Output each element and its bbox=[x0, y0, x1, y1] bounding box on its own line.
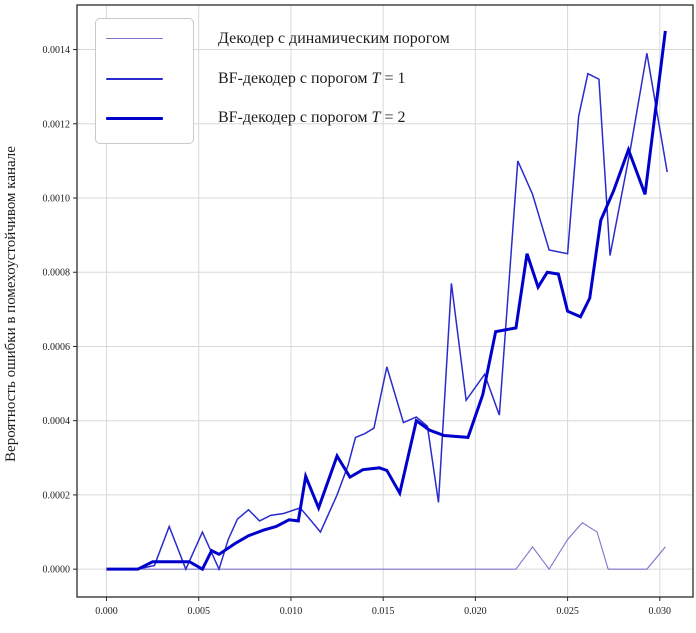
legend-label-bf-t1: BF-декодер с порогом T = 1 bbox=[218, 70, 406, 87]
y-tick-label: 0.0012 bbox=[43, 119, 71, 130]
series-line-dynamic-threshold-decoder bbox=[106, 522, 666, 571]
x-tick-label: 0.015 bbox=[372, 606, 395, 617]
legend-label-bf-t2: BF-декодер с порогом T = 2 bbox=[218, 109, 406, 126]
legend-label-dynamic-threshold: Декодер с динамическим порогом bbox=[218, 30, 450, 47]
y-tick-label: 0.0014 bbox=[43, 45, 71, 56]
x-tick-label: 0.030 bbox=[649, 606, 672, 617]
y-tick-label: 0.0008 bbox=[43, 268, 71, 279]
y-tick-label: 0.0002 bbox=[43, 490, 71, 501]
legend-line-sample-bf-t1 bbox=[106, 78, 163, 80]
series-line-bf-decoder-t1 bbox=[106, 53, 668, 572]
plot-border bbox=[76, 4, 694, 598]
legend-line-sample-dynamic-threshold bbox=[106, 38, 163, 40]
y-tick-label: 0.0010 bbox=[43, 194, 71, 205]
x-tick-label: 0.020 bbox=[464, 606, 487, 617]
series-line-bf-decoder-t2 bbox=[106, 30, 667, 572]
x-tick-label: 0.000 bbox=[95, 606, 118, 617]
y-tick-label: 0.0006 bbox=[43, 342, 71, 353]
legend-line-sample-bf-t2 bbox=[106, 117, 163, 120]
x-tick-label: 0.025 bbox=[556, 606, 579, 617]
x-tick-label: 0.005 bbox=[187, 606, 210, 617]
y-tick-label: 0.0000 bbox=[43, 565, 71, 576]
y-axis-label: Вероятность ошибки в помехоустойчивом ка… bbox=[3, 146, 19, 462]
legend-frame bbox=[95, 18, 194, 144]
x-tick-label: 0.010 bbox=[280, 606, 303, 617]
y-tick-label: 0.0004 bbox=[43, 416, 71, 427]
